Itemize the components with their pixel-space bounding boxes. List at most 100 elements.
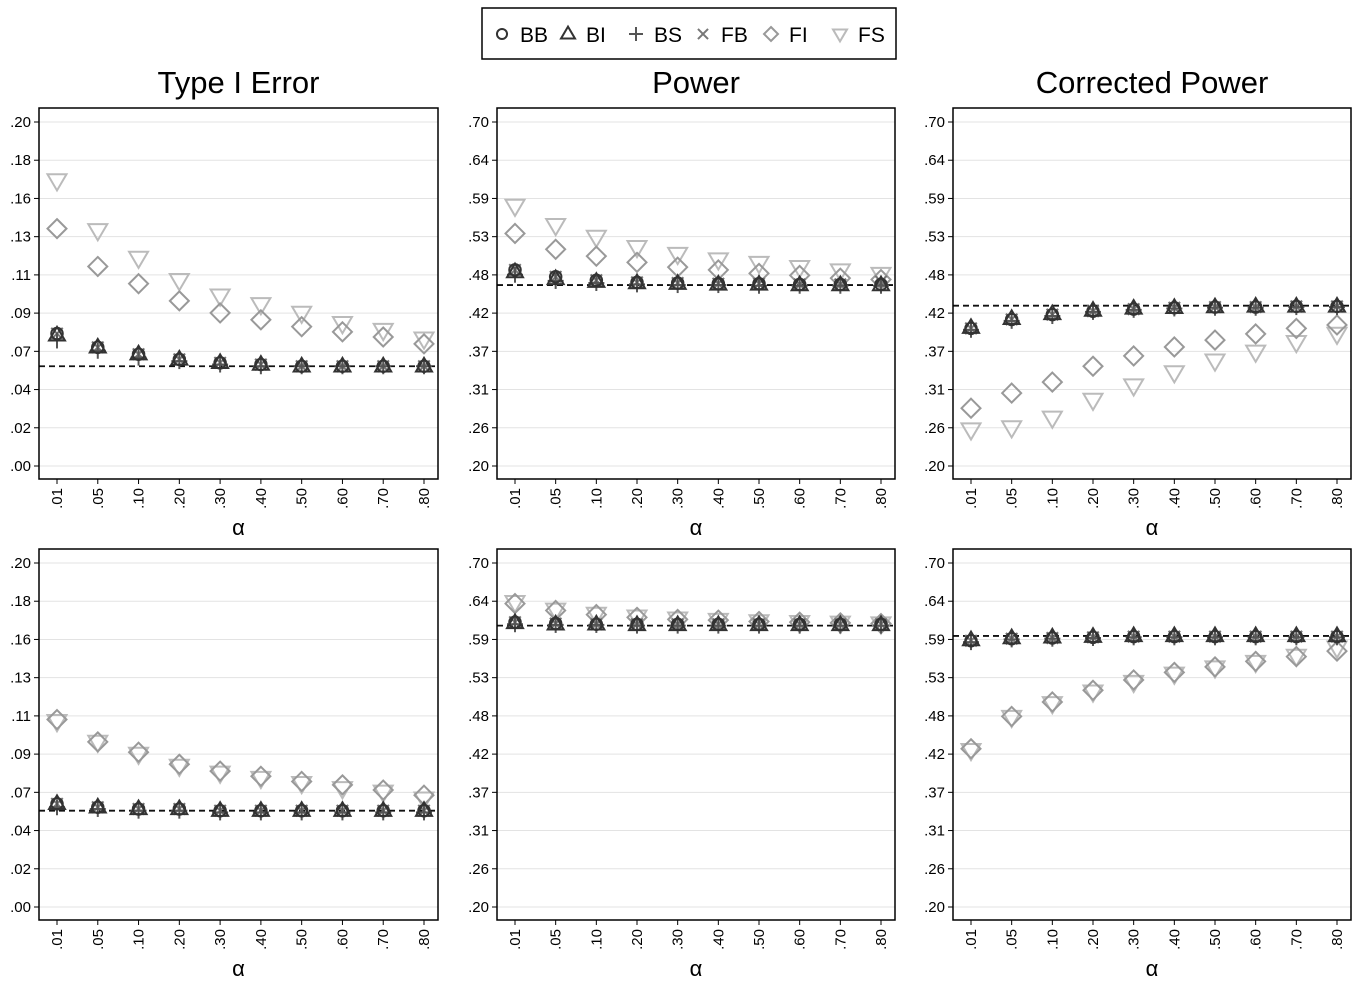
legend-label: BS bbox=[654, 24, 682, 47]
diamond-icon bbox=[290, 315, 313, 338]
diamond-icon bbox=[544, 238, 567, 261]
triangle-icon bbox=[1042, 626, 1063, 644]
diamond-icon bbox=[626, 251, 648, 274]
diamond-icon bbox=[1326, 314, 1348, 336]
data-point bbox=[1123, 298, 1144, 315]
circle-icon bbox=[1126, 302, 1141, 316]
y-tick-label: .02 bbox=[10, 861, 31, 878]
legend-marker bbox=[831, 28, 849, 44]
x-tick-label: .05 bbox=[1004, 488, 1021, 509]
y-tick-label: .26 bbox=[468, 420, 489, 437]
data-point bbox=[372, 326, 395, 348]
y-tick-label: .31 bbox=[468, 382, 489, 399]
triangle-down-icon bbox=[544, 602, 567, 622]
data-point bbox=[86, 223, 110, 243]
data-point bbox=[752, 617, 766, 631]
data-point bbox=[630, 275, 644, 290]
data-point bbox=[1000, 705, 1023, 728]
triangle-icon bbox=[559, 24, 577, 40]
data-point bbox=[747, 255, 771, 275]
data-point bbox=[707, 252, 730, 272]
data-point bbox=[589, 273, 604, 287]
x-tick-label: .05 bbox=[548, 488, 565, 509]
x-tick-label: .10 bbox=[588, 488, 605, 509]
triangle-down-icon bbox=[1000, 420, 1023, 440]
x-tick-label: .30 bbox=[1126, 488, 1143, 509]
diamond-icon bbox=[1163, 336, 1186, 358]
triangle-down-icon bbox=[331, 316, 354, 336]
triangle-down-icon bbox=[412, 331, 436, 351]
diamond-icon bbox=[1082, 355, 1104, 378]
data-point bbox=[131, 802, 146, 816]
y-tick-label: .48 bbox=[924, 708, 945, 725]
data-point bbox=[964, 321, 978, 336]
data-point bbox=[1326, 314, 1348, 336]
data-point bbox=[503, 198, 527, 218]
triangle-icon bbox=[47, 324, 67, 342]
triangle-icon bbox=[545, 268, 566, 286]
data-point bbox=[964, 633, 978, 648]
data-point bbox=[545, 268, 566, 286]
data-point bbox=[874, 617, 888, 631]
data-point bbox=[1167, 629, 1182, 644]
circle-icon bbox=[1289, 299, 1304, 314]
chart-panel: Type I Error .00 .02 .04 .07 .09 .11 .13 .16 .18.… bbox=[10, 65, 439, 540]
y-tick-label: .26 bbox=[924, 420, 945, 437]
data-point bbox=[249, 765, 272, 788]
x-tick-label: .01 bbox=[49, 488, 66, 509]
data-point bbox=[1081, 684, 1105, 704]
circle-icon bbox=[1004, 312, 1019, 327]
data-point bbox=[1041, 696, 1064, 716]
diamond-icon bbox=[209, 302, 232, 324]
data-point bbox=[508, 615, 522, 629]
legend-marker bbox=[762, 25, 780, 43]
series-fi bbox=[46, 217, 435, 355]
data-point bbox=[1205, 625, 1225, 643]
circle-icon bbox=[630, 275, 644, 290]
circle-icon bbox=[1126, 629, 1141, 644]
x-tick-label: .05 bbox=[90, 929, 107, 950]
x-tick-label: .50 bbox=[1207, 929, 1224, 950]
circle-icon bbox=[376, 359, 390, 373]
triangle-down-icon bbox=[86, 734, 110, 754]
series-fs bbox=[45, 173, 436, 351]
circle-icon bbox=[495, 27, 509, 41]
x-tick-label: .20 bbox=[171, 488, 188, 509]
circle-icon bbox=[589, 273, 604, 287]
data-point bbox=[1086, 304, 1100, 318]
triangle-down-icon bbox=[544, 218, 567, 238]
data-point bbox=[335, 803, 350, 818]
diamond-icon bbox=[1041, 691, 1064, 713]
y-tick-label: .20 bbox=[10, 555, 31, 572]
plot-frame bbox=[496, 548, 896, 921]
triangle-icon bbox=[1286, 625, 1307, 643]
plot-frame bbox=[496, 107, 896, 480]
y-tick-label: .48 bbox=[468, 267, 489, 284]
data-point bbox=[1000, 709, 1023, 730]
diamond-icon bbox=[168, 289, 191, 312]
data-point bbox=[585, 606, 608, 626]
diamond-icon bbox=[372, 326, 395, 348]
x-tick-label: .30 bbox=[1126, 929, 1143, 950]
legend-label: FI bbox=[789, 24, 808, 47]
triangle-down-icon bbox=[168, 273, 191, 293]
x-tick-label: .01 bbox=[963, 929, 980, 950]
x-tick-label: .20 bbox=[629, 929, 646, 950]
data-point bbox=[1041, 371, 1064, 393]
data-point bbox=[959, 422, 983, 442]
data-point bbox=[1122, 669, 1145, 691]
data-point bbox=[294, 803, 309, 818]
data-point bbox=[833, 277, 848, 292]
y-tick-label: .37 bbox=[924, 343, 945, 360]
x-tick-label: .01 bbox=[963, 488, 980, 509]
data-point bbox=[1245, 625, 1266, 643]
x-tick-label: .70 bbox=[832, 929, 849, 950]
data-point bbox=[505, 261, 525, 279]
data-point bbox=[290, 305, 313, 325]
diamond-icon bbox=[86, 730, 109, 753]
triangle-down-icon bbox=[1163, 666, 1186, 686]
data-point bbox=[1167, 301, 1182, 315]
data-point bbox=[372, 779, 395, 801]
triangle-down-icon bbox=[1122, 378, 1145, 398]
series-bb bbox=[508, 263, 888, 292]
